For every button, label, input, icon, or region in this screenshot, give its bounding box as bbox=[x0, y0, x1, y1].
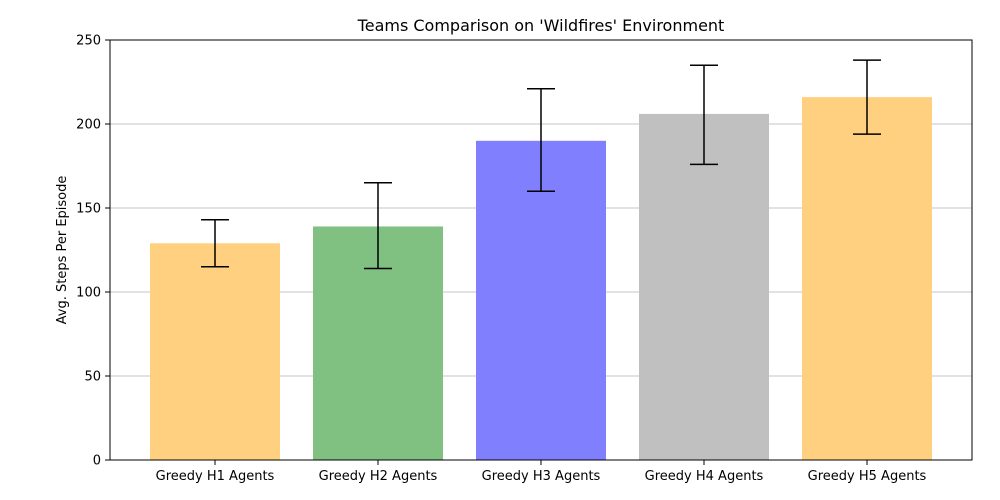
x-tick-label: Greedy H5 Agents bbox=[808, 469, 927, 484]
y-tick-label: 100 bbox=[76, 286, 101, 301]
x-tick-label: Greedy H1 Agents bbox=[156, 469, 275, 484]
bar bbox=[150, 243, 280, 460]
bar bbox=[639, 113, 769, 461]
bar bbox=[802, 97, 932, 461]
x-axis-ticks: Greedy H1 Agents Greedy H2 Agents Greedy H… bbox=[156, 460, 927, 484]
y-tick-label: 200 bbox=[76, 118, 101, 133]
bars bbox=[150, 97, 932, 461]
y-axis-ticks: 0 50 100 150 200 250 bbox=[76, 34, 110, 469]
x-tick-label: Greedy H2 Agents bbox=[319, 469, 438, 484]
bar bbox=[476, 140, 606, 461]
y-tick-label: 0 bbox=[93, 454, 101, 469]
error-bars bbox=[201, 59, 881, 270]
y-tick-label: 50 bbox=[84, 370, 101, 385]
y-axis-title: Avg. Steps Per Episode bbox=[55, 176, 70, 325]
chart-title: Teams Comparison on 'Wildfires' Environm… bbox=[357, 16, 725, 35]
y-tick-label: 150 bbox=[76, 202, 101, 217]
x-tick-label: Greedy H4 Agents bbox=[645, 469, 764, 484]
x-tick-label: Greedy H3 Agents bbox=[482, 469, 601, 484]
y-tick-label: 250 bbox=[76, 34, 101, 49]
